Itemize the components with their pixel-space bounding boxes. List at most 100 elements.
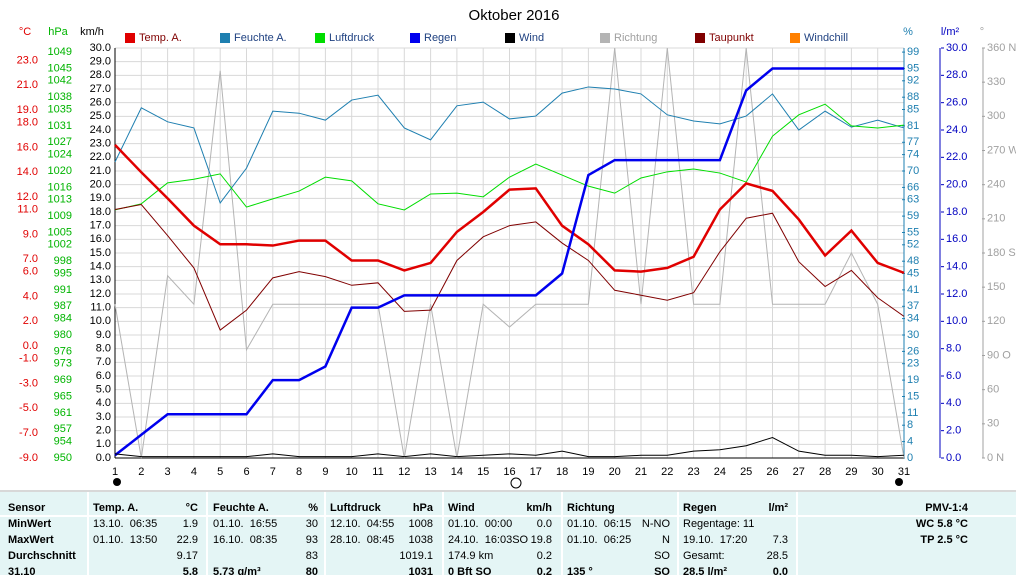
y-tick-label: 27.0	[90, 83, 111, 95]
y-tick-label: 12.0	[90, 288, 111, 300]
y-tick-label: 1031	[48, 120, 72, 132]
y-tick-label: 3.0	[96, 411, 111, 423]
y-tick-label: 16.0	[17, 141, 38, 153]
series-line	[114, 436, 905, 458]
legend-label: Wind	[519, 32, 544, 44]
y-tick-label: 6.0	[23, 266, 38, 278]
y-tick-label: 12.0	[17, 191, 38, 203]
y-tick-label: 14.0	[90, 261, 111, 273]
table-cell: N-NO	[642, 518, 671, 530]
y-tick-label: 21.0	[17, 79, 38, 91]
series-line	[114, 103, 905, 211]
y-tick-label: 14.0	[946, 261, 967, 273]
y-tick-label: 2.0	[23, 315, 38, 327]
y-tick-label: 18.0	[90, 206, 111, 218]
y-tick-label: 150	[987, 281, 1005, 293]
x-tick-label: 31	[898, 466, 910, 478]
series-line	[114, 47, 905, 459]
table-cell: MinWert	[8, 518, 52, 530]
y-tick-label: 1024	[48, 149, 72, 161]
y-tick-label: 88	[907, 91, 919, 103]
y-tick-label: 1005	[48, 226, 72, 238]
series-line	[114, 67, 904, 457]
y-tick-label: 15	[907, 390, 919, 402]
table-cell: Gesamt:	[683, 550, 725, 562]
y-tick-label: 0.0	[946, 452, 961, 464]
y-tick-label: 120	[987, 315, 1005, 327]
table-cell: 1019.1	[399, 550, 433, 562]
y-tick-label: 20.0	[946, 179, 967, 191]
legend-swatch	[220, 33, 230, 43]
x-tick-label: 5	[217, 466, 223, 478]
y-tick-label: 77	[907, 136, 919, 148]
x-tick-label: 17	[530, 466, 542, 478]
y-tick-label: -7.0	[19, 427, 38, 439]
table-cell: PMV-1:4	[925, 502, 969, 514]
y-tick-label: 300	[987, 110, 1005, 122]
y-tick-label: 0.0	[23, 340, 38, 352]
table-cell: 1.9	[183, 518, 198, 530]
table-cell: %	[308, 502, 318, 514]
y-tick-label: -5.0	[19, 402, 38, 414]
x-tick-label: 10	[346, 466, 358, 478]
x-tick-label: 1	[112, 466, 118, 478]
x-tick-label: 27	[793, 466, 805, 478]
x-tick-label: 28	[819, 466, 831, 478]
y-tick-label: 23.0	[90, 138, 111, 150]
y-tick-label: 4	[907, 436, 913, 448]
table-cell: 01.10. 16:55	[213, 518, 277, 530]
y-tick-label: 45	[907, 267, 919, 279]
x-tick-label: 19	[582, 466, 594, 478]
table-cell: 5.8	[183, 566, 198, 575]
legend-swatch	[315, 33, 325, 43]
y-tick-label: 1013	[48, 194, 72, 206]
table-cell: 22.9	[177, 534, 198, 546]
y-tick-label: 19.0	[90, 192, 111, 204]
y-tick-label: 987	[54, 300, 72, 312]
y-tick-label: 991	[54, 284, 72, 296]
table-cell: 28.5 l/m²	[683, 566, 727, 575]
y-tick-label: 1045	[48, 62, 72, 74]
y-tick-label: 954	[54, 436, 72, 448]
x-tick-label: 4	[191, 466, 197, 478]
y-tick-label: 1049	[48, 46, 72, 58]
y-tick-label: 360 N	[987, 42, 1016, 54]
table-cell: 135 °	[567, 566, 593, 575]
y-tick-label: 29.0	[90, 56, 111, 68]
x-tick-label: 2	[138, 466, 144, 478]
axis-unit: hPa	[48, 26, 68, 38]
y-tick-label: 4.0	[23, 290, 38, 302]
table-cell: Sensor	[8, 502, 46, 514]
y-tick-label: 1009	[48, 210, 72, 222]
y-tick-label: 984	[54, 313, 72, 325]
table-separators	[0, 492, 1016, 575]
y-tick-label: 1027	[48, 136, 72, 148]
table-cell: Temp. A.	[93, 502, 138, 514]
table-cell: 0.2	[537, 566, 552, 575]
y-tick-label: -9.0	[19, 452, 38, 464]
legend-label: Luftdruck	[329, 32, 375, 44]
y-tick-label: 30	[907, 329, 919, 341]
table-cell: 13.10. 06:35	[93, 518, 157, 530]
y-tick-label: 6.0	[96, 370, 111, 382]
legend-swatch	[600, 33, 610, 43]
y-tick-label: 8.0	[96, 343, 111, 355]
y-tick-label: 7.0	[23, 253, 38, 265]
y-tick-label: 11.0	[90, 302, 111, 314]
y-tick-label: 240	[987, 179, 1005, 191]
x-tick-label: 18	[556, 466, 568, 478]
y-tick-label: -1.0	[19, 353, 38, 365]
y-tick-label: 2.0	[946, 425, 961, 437]
y-tick-label: 99	[907, 46, 919, 58]
x-tick-label: 29	[845, 466, 857, 478]
y-tick-label: 9.0	[23, 228, 38, 240]
y-tick-label: 23.0	[17, 54, 38, 66]
table-background	[0, 492, 1016, 575]
y-tick-label: 19.0	[17, 104, 38, 116]
table-cell: MaxWert	[8, 534, 54, 546]
y-tick-label: 0.0	[96, 452, 111, 464]
table-cell: 0.2	[537, 550, 552, 562]
y-tick-label: 10.0	[946, 315, 967, 327]
